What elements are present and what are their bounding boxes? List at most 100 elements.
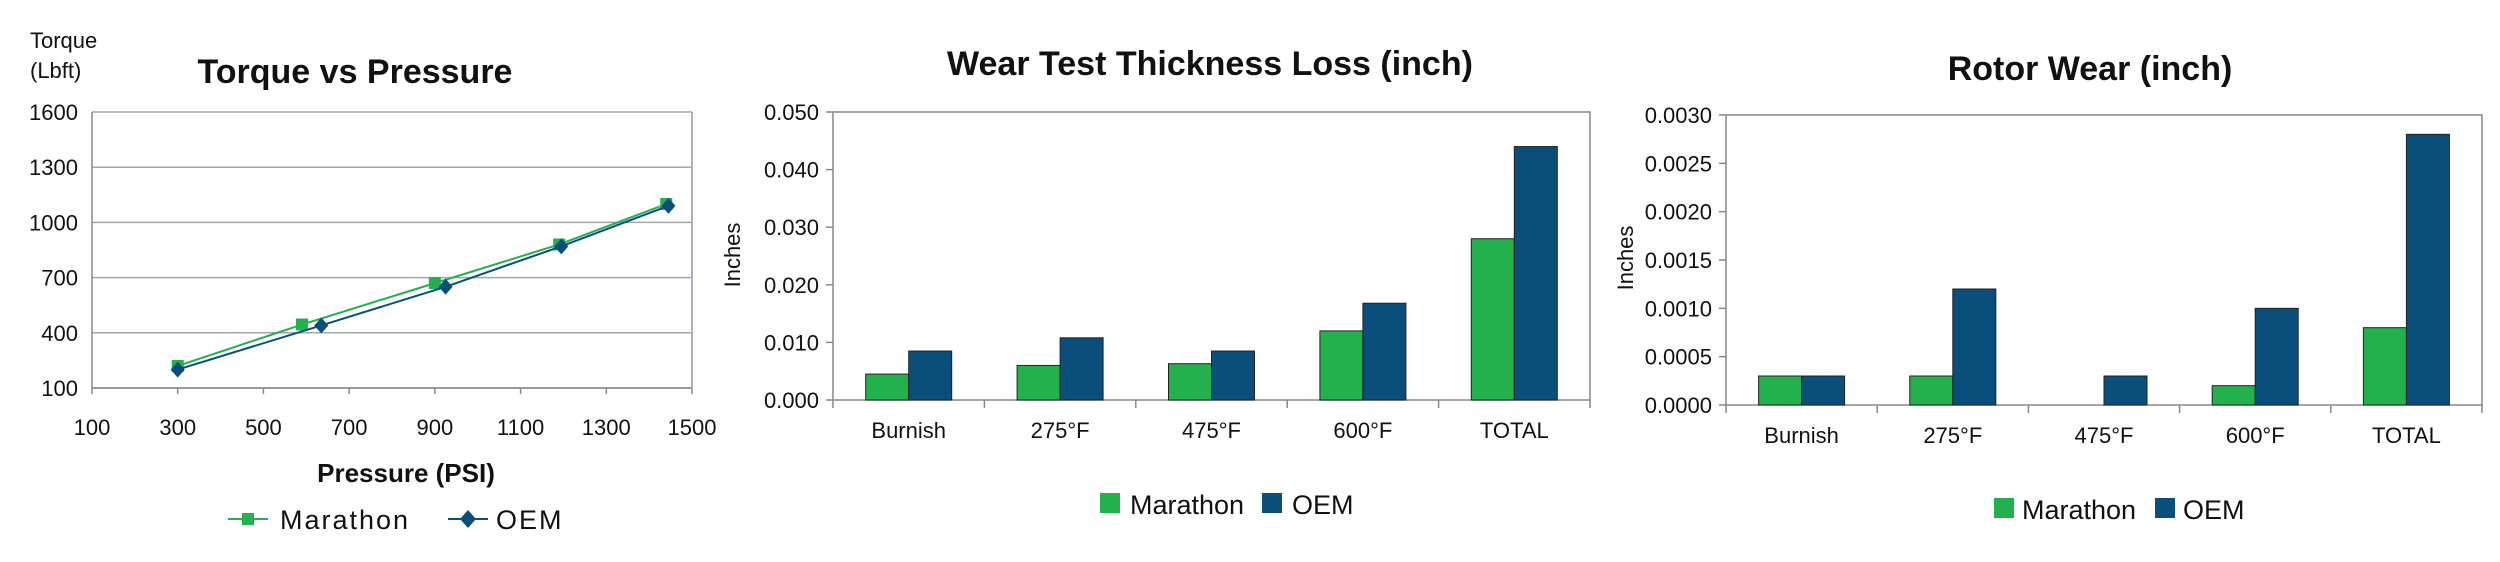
- legend-marathon-swatch: [1994, 498, 2014, 518]
- x-tick-label: 300: [159, 415, 196, 440]
- bar-marathon-600-f: [2211, 385, 2256, 406]
- y-tick-label: 1000: [29, 210, 78, 235]
- x-tick-label: Burnish: [1764, 423, 1839, 448]
- legend-oem-label: OEM: [2183, 495, 2245, 525]
- rotor-wear-chart: Rotor Wear (inch) Inches 0.00000.00050.0…: [1613, 50, 2483, 525]
- y-axis-label: Inches: [1613, 226, 1638, 291]
- bar-marathon-600-f: [1319, 330, 1364, 401]
- x-axis-label: Pressure (PSI): [317, 458, 495, 488]
- y-tick-label: 0.010: [764, 330, 819, 355]
- bar-oem-600-f: [2254, 307, 2299, 406]
- wear-thickness-chart: Wear Test Thickness Loss (inch) Inches 0…: [720, 45, 1591, 520]
- y-tick-label: 0.0030: [1645, 103, 1712, 128]
- x-tick-label: Burnish: [871, 418, 946, 443]
- chart-title-wear: Wear Test Thickness Loss (inch): [947, 45, 1473, 83]
- y-tick-labels: 0.0000 0.0005 0.0010 0.0015 0.0020 0.0025 0.00…: [1645, 103, 1712, 418]
- legend-oem-marker: [460, 510, 476, 528]
- x-tick-label: 600°F: [2226, 423, 2285, 448]
- x-tick-label: 900: [416, 415, 453, 440]
- y-axis-label-line2: (Lbft): [30, 58, 81, 83]
- y-tick-label: 1600: [29, 100, 78, 125]
- x-tick-label: 600°F: [1333, 418, 1392, 443]
- chart-title-rotor: Rotor Wear (inch): [1948, 50, 2233, 88]
- bar-marathon-total: [2362, 327, 2407, 406]
- y-tick-label: 0.0005: [1645, 345, 1712, 370]
- bar-marathon-total: [1470, 238, 1515, 401]
- data-point-oem: [170, 361, 185, 378]
- legend-marathon-marker: [242, 513, 254, 525]
- legend: Marathon OEM: [228, 505, 564, 535]
- y-tick-labels: 100 400 700 1000 1300 1600: [29, 100, 78, 401]
- legend: Marathon OEM: [1100, 490, 1354, 520]
- series-line-marathon: [177, 203, 667, 367]
- gridlines: [92, 111, 692, 389]
- bars: [865, 146, 1558, 401]
- y-tick-labels: 0.000 0.010 0.020 0.030 0.040 0.050: [764, 100, 819, 413]
- legend-oem-swatch: [1262, 493, 1282, 513]
- y-tick-label: 100: [41, 376, 78, 401]
- bar-marathon-burnish: [865, 373, 910, 401]
- y-tick-label: 0.0000: [1645, 393, 1712, 418]
- x-tick-label: 1300: [582, 415, 631, 440]
- y-tick-label: 0.0010: [1645, 296, 1712, 321]
- bar-oem-burnish: [1801, 375, 1846, 406]
- y-tick-label: 0.000: [764, 388, 819, 413]
- x-tick-label: 1500: [668, 415, 717, 440]
- y-tick-label: 0.0015: [1645, 248, 1712, 273]
- bar-oem-burnish: [908, 350, 953, 401]
- x-tick-label: 275°F: [1031, 418, 1090, 443]
- data-point-oem: [438, 278, 453, 295]
- bar-oem-475-f: [2103, 375, 2148, 406]
- y-tick-label: 0.0020: [1645, 200, 1712, 225]
- x-tick-labels: Burnish 275°F 475°F 600°F TOTAL: [871, 418, 1548, 443]
- bar-oem-475-f: [1211, 350, 1255, 401]
- x-tick-labels: Burnish 275°F 475°F 600°F TOTAL: [1764, 423, 2441, 448]
- legend-oem-label: OEM: [496, 505, 564, 535]
- series-lines: [170, 197, 676, 378]
- y-tick-label: 0.020: [764, 273, 819, 298]
- y-tick-label: 0.050: [764, 100, 819, 125]
- y-tick-label: 700: [41, 266, 78, 291]
- y-axis-label-line1: Torque: [30, 28, 97, 53]
- bar-oem-total: [1513, 146, 1558, 401]
- bar-oem-600-f: [1362, 302, 1407, 401]
- bar-oem-275-f: [1059, 337, 1104, 401]
- x-tick-label: 100: [74, 415, 111, 440]
- data-point-oem: [314, 317, 329, 334]
- y-tick-label: 0.040: [764, 158, 819, 183]
- bar-marathon-burnish: [1758, 375, 1803, 406]
- legend-oem-swatch: [2155, 498, 2175, 518]
- x-tick-label: TOTAL: [2372, 423, 2441, 448]
- bar-marathon-275-f: [1909, 375, 1954, 406]
- x-tick-label: 475°F: [2075, 423, 2134, 448]
- y-tick-label: 1300: [29, 155, 78, 180]
- data-point-marathon: [296, 318, 308, 331]
- legend-marathon-swatch: [1100, 493, 1120, 513]
- legend-marathon-label: Marathon: [1130, 490, 1244, 520]
- bars: [1758, 133, 2450, 406]
- x-tick-label: 275°F: [1923, 423, 1982, 448]
- data-point-marathon: [428, 277, 441, 290]
- bar-marathon-475-f: [1168, 363, 1212, 401]
- x-tick-label: 1100: [497, 415, 544, 440]
- data-point-oem: [554, 238, 569, 255]
- chart-title-torque: Torque vs Pressure: [198, 53, 513, 91]
- y-tick-label: 0.030: [764, 215, 819, 240]
- y-tick-label: 0.0025: [1645, 151, 1712, 176]
- legend: Marathon OEM: [1994, 495, 2245, 525]
- bar-oem-total: [2405, 133, 2450, 406]
- y-tick-label: 400: [41, 321, 78, 346]
- x-tick-label: 700: [331, 415, 368, 440]
- axes: [91, 112, 693, 394]
- y-axis-label: Inches: [720, 223, 745, 288]
- x-tick-label: 475°F: [1182, 418, 1241, 443]
- legend-marathon-label: Marathon: [2022, 495, 2136, 525]
- x-tick-label: TOTAL: [1480, 418, 1549, 443]
- x-tick-label: 500: [245, 415, 282, 440]
- legend-marathon-label: Marathon: [280, 505, 410, 535]
- data-point-oem: [661, 197, 676, 214]
- bar-oem-275-f: [1952, 288, 1997, 406]
- bar-marathon-275-f: [1016, 364, 1061, 401]
- legend-oem-label: OEM: [1292, 490, 1354, 520]
